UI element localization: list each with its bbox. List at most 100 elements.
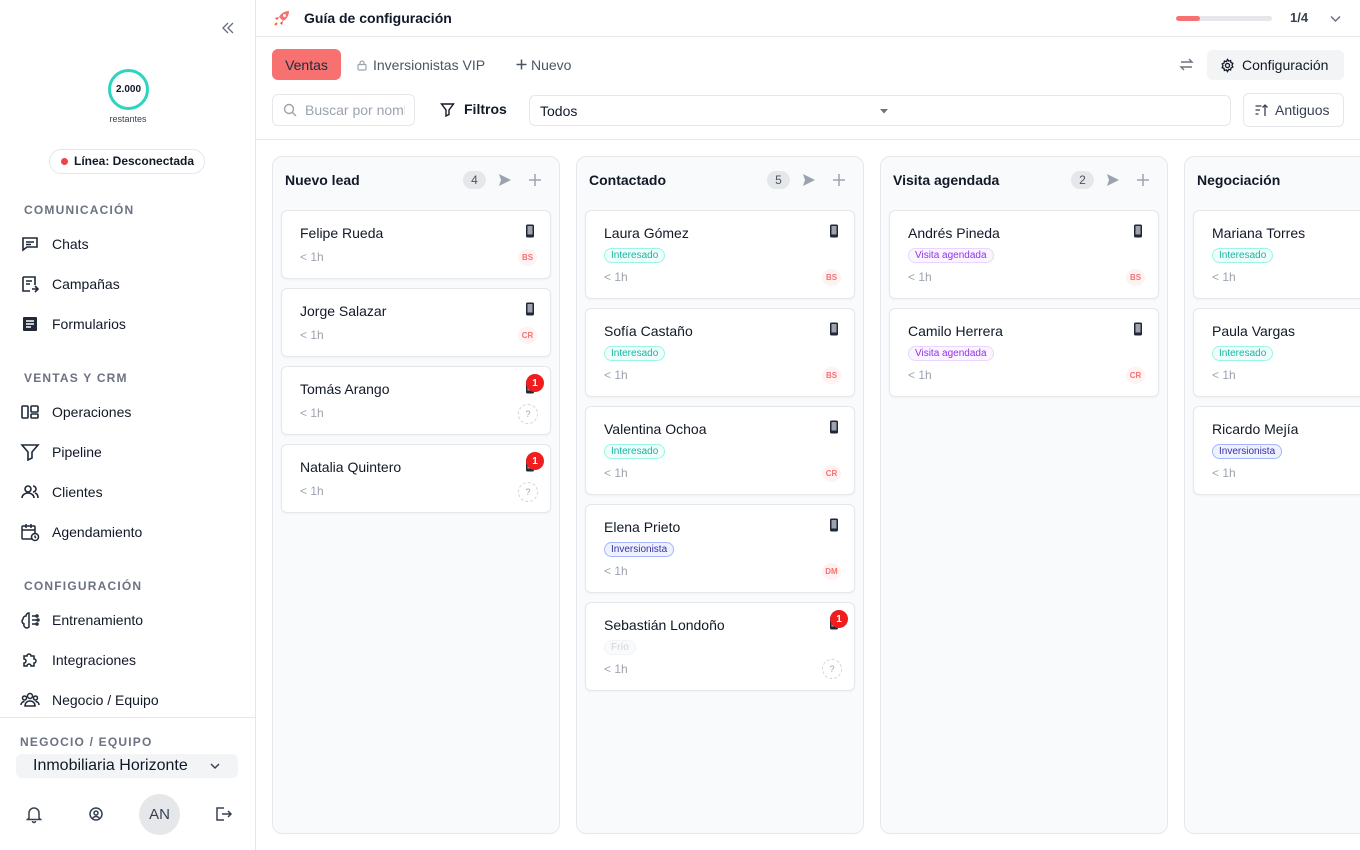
sidebar-item-negocio[interactable]: Negocio / Equipo [20,686,240,714]
lead-time: < 1h [300,406,324,420]
brain-icon [20,610,40,630]
new-pipeline-button[interactable]: Nuevo [515,49,571,80]
lead-name: Sebastián Londoño [604,617,725,633]
sidebar-item-label: Entrenamiento [52,612,144,628]
setup-progress-label: 1/4 [1290,10,1309,25]
column-count: 2 [1071,171,1094,189]
users-icon [20,482,40,502]
lead-card[interactable]: Sebastián Londoño Frío < 1h 1 ? [585,602,855,691]
lead-time: < 1h [1212,466,1236,480]
plus-icon[interactable] [831,172,847,188]
lead-name: Sofía Castaño [604,323,693,339]
bell-icon[interactable] [24,804,44,824]
sort-button[interactable]: Antiguos [1243,93,1344,127]
sidebar-item-pipeline[interactable]: Pipeline [20,438,240,466]
lead-tag: Visita agendada [908,248,994,263]
lead-card[interactable]: Valentina Ochoa Interesado < 1h CR [585,406,855,495]
logout-icon[interactable] [213,804,233,824]
lead-tag: Interesado [1212,346,1274,361]
section-ventas: VENTAS Y CRM [24,371,128,385]
send-icon[interactable] [801,172,817,188]
unread-badge: 1 [526,374,544,392]
unread-badge: 1 [526,452,544,470]
filters-button[interactable]: Filtros [440,101,507,117]
lead-card[interactable]: Tomás Arango < 1h 1 ? [281,366,551,435]
collapse-sidebar-icon[interactable] [218,18,238,38]
lead-card[interactable]: Camilo Herrera Visita agendada < 1h CR [889,308,1159,397]
stage-filter-select[interactable]: Todos [529,95,1231,126]
lead-time: < 1h [300,484,324,498]
tab-inversionistas-vip[interactable]: Inversionistas VIP [356,49,485,80]
lead-card[interactable]: Sofía Castaño Interesado < 1h BS [585,308,855,397]
setup-guide-bar[interactable]: Guía de configuración 1/4 [256,0,1360,37]
lead-card[interactable]: Natalia Quintero < 1h 1 ? [281,444,551,513]
send-icon[interactable] [497,172,513,188]
avatar[interactable]: AN [139,794,180,835]
sidebar-item-agendamiento[interactable]: Agendamiento [20,518,240,546]
lead-time: < 1h [300,250,324,264]
plus-icon[interactable] [1135,172,1151,188]
lead-name: Camilo Herrera [908,323,1003,339]
lead-card[interactable]: Paula Vargas Interesado < 1h [1193,308,1360,397]
tab-ventas[interactable]: Ventas [272,49,341,80]
sidebar-item-integraciones[interactable]: Integraciones [20,646,240,674]
sort-icon [1254,103,1269,118]
unassigned-agent: ? [518,482,538,502]
sidebar-item-label: Pipeline [52,444,102,460]
lead-card[interactable]: Felipe Rueda < 1h BS [281,210,551,279]
lead-name: Andrés Pineda [908,225,1000,241]
form-icon [20,314,40,334]
agent-initials: DM [822,563,841,580]
swap-icon[interactable] [1178,56,1195,73]
lead-card[interactable]: Ricardo Mejía Inversionista < 1h [1193,406,1360,495]
column-title: Nuevo lead [285,172,360,188]
lead-tag: Visita agendada [908,346,994,361]
lead-card[interactable]: Jorge Salazar < 1h CR [281,288,551,357]
sidebar-item-label: Campañas [52,276,120,292]
gear-icon [1220,57,1235,73]
plus-icon[interactable] [527,172,543,188]
sidebar-item-label: Integraciones [52,652,137,668]
lead-card[interactable]: Elena Prieto Inversionista < 1h DM [585,504,855,593]
lead-card[interactable]: Laura Gómez Interesado < 1h BS [585,210,855,299]
chat-icon [20,234,40,254]
phone-icon [828,420,840,434]
sidebar-item-label: Negocio / Equipo [52,692,159,708]
search-box[interactable] [272,94,415,126]
lead-name: Laura Gómez [604,225,689,241]
lead-time: < 1h [1212,270,1236,284]
configuration-button[interactable]: Configuración [1207,50,1344,80]
sort-label: Antiguos [1275,102,1330,118]
sidebar-item-entrenamiento[interactable]: Entrenamiento [20,606,240,634]
search-input[interactable] [305,102,405,118]
business-select[interactable]: Inmobiliaria Horizonte [16,754,238,778]
tab-label: Nuevo [531,56,572,73]
sidebar-item-campanas[interactable]: Campañas [20,270,240,298]
stage-filter-value: Todos [540,102,578,119]
plus-icon [515,58,528,71]
chevron-down-icon[interactable] [1328,11,1343,26]
sidebar-item-formularios[interactable]: Formularios [20,310,240,338]
section-configuracion: CONFIGURACIÓN [24,579,143,593]
filters-label: Filtros [464,101,507,117]
sidebar-item-operaciones[interactable]: Operaciones [20,398,240,426]
lead-tag: Inversionista [1212,444,1283,459]
lead-name: Paula Vargas [1212,323,1296,339]
sidebar-item-chats[interactable]: Chats [20,230,240,258]
business-label: NEGOCIO / EQUIPO [20,735,153,749]
user-circle-icon[interactable] [86,804,106,824]
lead-time: < 1h [604,662,628,676]
column-title: Contactado [589,172,666,188]
agent-initials: CR [1126,367,1145,384]
sidebar-item-clientes[interactable]: Clientes [20,478,240,506]
line-status-badge[interactable]: Línea: Desconectada [49,149,206,174]
send-icon[interactable] [1105,172,1121,188]
setup-progress-fill [1176,16,1200,21]
funnel-icon [20,442,40,462]
lead-time: < 1h [300,328,324,342]
sidebar-item-label: Formularios [52,316,126,332]
lead-time: < 1h [604,564,628,578]
lead-card[interactable]: Andrés Pineda Visita agendada < 1h BS [889,210,1159,299]
lead-card[interactable]: Mariana Torres Interesado < 1h [1193,210,1360,299]
agent-initials: BS [822,367,841,384]
